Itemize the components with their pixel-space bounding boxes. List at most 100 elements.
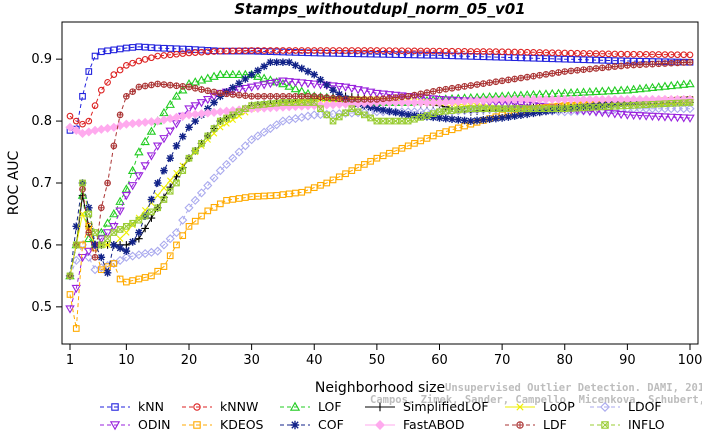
data-point bbox=[304, 186, 312, 194]
data-point bbox=[134, 147, 144, 156]
data-point bbox=[630, 101, 637, 109]
data-point bbox=[674, 59, 681, 67]
data-point bbox=[171, 91, 182, 100]
data-point bbox=[323, 49, 331, 57]
data-point bbox=[104, 47, 111, 55]
data-point bbox=[353, 86, 363, 95]
data-point bbox=[580, 56, 587, 64]
data-point bbox=[492, 114, 500, 123]
data-point bbox=[79, 179, 86, 187]
data-point bbox=[85, 117, 93, 125]
data-point bbox=[604, 100, 613, 109]
data-point bbox=[285, 190, 293, 198]
data-point bbox=[603, 109, 614, 118]
legend-item-LoOP: LoOP bbox=[505, 399, 575, 414]
data-point bbox=[254, 92, 262, 100]
data-point bbox=[165, 127, 175, 136]
data-point bbox=[411, 115, 418, 123]
data-point bbox=[97, 241, 105, 249]
data-point bbox=[215, 166, 225, 176]
data-point bbox=[598, 103, 606, 111]
data-point bbox=[597, 94, 607, 104]
data-point bbox=[310, 47, 318, 54]
data-point bbox=[517, 111, 525, 119]
data-point bbox=[685, 104, 695, 114]
data-point bbox=[285, 99, 293, 106]
data-point bbox=[523, 110, 531, 119]
data-point bbox=[373, 47, 381, 54]
data-point bbox=[423, 89, 431, 96]
data-point bbox=[655, 100, 663, 108]
data-point bbox=[680, 51, 688, 59]
data-point bbox=[642, 61, 650, 68]
data-point bbox=[600, 402, 610, 412]
data-point bbox=[216, 200, 224, 208]
data-point bbox=[304, 92, 312, 100]
data-point bbox=[435, 114, 444, 122]
data-point bbox=[617, 102, 625, 110]
data-point bbox=[649, 60, 656, 68]
data-point bbox=[672, 114, 683, 123]
data-point bbox=[135, 43, 143, 51]
data-point bbox=[104, 241, 111, 249]
data-point bbox=[454, 52, 462, 60]
data-point bbox=[636, 101, 644, 109]
data-point bbox=[234, 69, 244, 78]
data-point bbox=[359, 87, 370, 96]
data-point bbox=[171, 227, 182, 238]
data-point bbox=[210, 88, 218, 96]
data-point bbox=[273, 99, 281, 107]
data-point bbox=[229, 91, 237, 98]
data-point bbox=[567, 67, 575, 75]
data-point bbox=[598, 50, 606, 58]
data-point bbox=[129, 221, 136, 229]
data-point bbox=[610, 85, 620, 95]
data-point bbox=[279, 58, 287, 67]
data-point bbox=[497, 94, 507, 104]
data-point bbox=[110, 46, 118, 54]
data-point bbox=[198, 212, 205, 220]
data-point bbox=[448, 115, 456, 124]
data-point bbox=[234, 147, 244, 157]
data-point bbox=[266, 58, 275, 67]
data-point bbox=[267, 192, 274, 200]
data-point bbox=[85, 229, 93, 236]
data-point bbox=[79, 120, 86, 128]
data-point bbox=[198, 48, 205, 56]
data-point bbox=[216, 117, 224, 125]
data-point bbox=[404, 117, 412, 125]
data-point bbox=[434, 97, 445, 108]
data-point bbox=[154, 204, 162, 212]
data-point bbox=[436, 130, 443, 137]
data-point bbox=[328, 100, 338, 110]
data-point bbox=[254, 192, 262, 200]
data-point bbox=[598, 64, 606, 72]
data-point bbox=[686, 58, 694, 66]
data-point bbox=[229, 83, 237, 92]
data-point bbox=[160, 184, 168, 192]
data-point bbox=[436, 86, 443, 94]
data-point bbox=[123, 92, 130, 100]
data-point bbox=[329, 47, 337, 54]
data-point bbox=[242, 92, 249, 100]
data-point bbox=[223, 47, 230, 55]
data-point bbox=[679, 104, 689, 114]
data-point bbox=[635, 112, 645, 121]
data-point bbox=[628, 111, 639, 121]
data-point bbox=[259, 81, 269, 90]
data-point bbox=[348, 47, 356, 54]
y-tick-label: 0.6 bbox=[31, 238, 52, 253]
data-point bbox=[272, 58, 281, 67]
data-point bbox=[592, 50, 600, 57]
data-point bbox=[198, 86, 205, 93]
data-point bbox=[342, 170, 349, 178]
data-point bbox=[597, 86, 608, 95]
data-point bbox=[459, 96, 470, 106]
data-point bbox=[473, 48, 481, 55]
data-point bbox=[135, 57, 143, 65]
data-point bbox=[159, 135, 169, 144]
data-point bbox=[278, 77, 288, 86]
data-point bbox=[417, 47, 425, 55]
data-point bbox=[103, 268, 112, 277]
data-point bbox=[128, 238, 137, 246]
